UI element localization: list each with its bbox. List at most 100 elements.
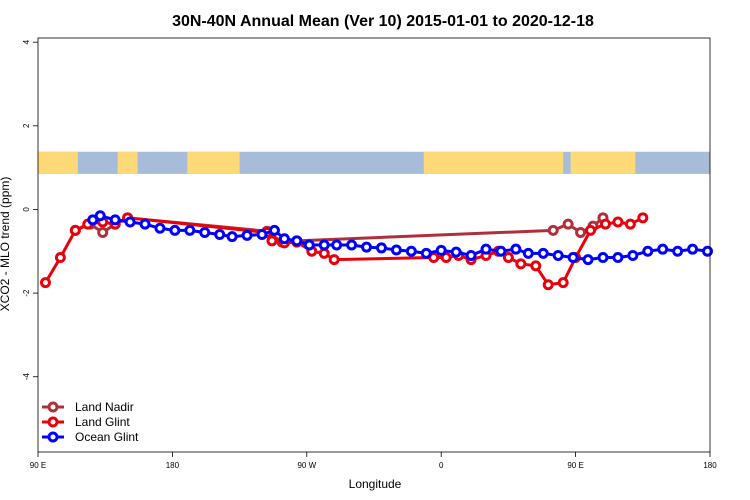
legend-marker: [47, 431, 59, 443]
data-point: [599, 218, 611, 230]
y-tick-label: 4: [22, 39, 31, 44]
data-point: [687, 243, 699, 255]
data-point: [612, 216, 624, 228]
data-point: [331, 239, 343, 251]
data-point: [291, 235, 303, 247]
series-ocean-glint: [87, 210, 714, 266]
data-point: [642, 245, 654, 257]
y-tick-label: 2: [22, 123, 31, 128]
data-point: [450, 246, 462, 258]
legend-item: Land Glint: [42, 415, 130, 429]
data-point: [522, 247, 534, 259]
data-point: [169, 224, 181, 236]
y-axis-label: XCO2 - MLO trend (ppm): [0, 177, 12, 312]
land-segment: [38, 151, 78, 174]
data-point: [97, 226, 109, 238]
x-tick-label: 180: [703, 461, 717, 470]
y-axis: -4 -2 0 2 4: [22, 39, 38, 380]
data-point: [39, 277, 51, 289]
x-tick-label: 0: [439, 461, 444, 470]
data-point: [214, 229, 226, 241]
data-point: [199, 226, 211, 238]
data-point: [502, 252, 514, 264]
legend-item: Ocean Glint: [42, 430, 139, 444]
data-point: [346, 239, 358, 251]
x-axis: 90 E 180 90 W 0 90 E 180: [30, 452, 717, 470]
land-segment: [423, 151, 564, 174]
data-point: [318, 239, 330, 251]
land-ocean-band: [38, 151, 710, 174]
data-point: [266, 235, 278, 247]
data-point: [440, 252, 452, 264]
data-point: [537, 247, 549, 259]
data-point: [69, 224, 81, 236]
legend-label: Land Glint: [75, 415, 130, 429]
legend-marker: [47, 401, 59, 413]
data-point: [637, 212, 649, 224]
data-point: [375, 242, 387, 254]
legend-item: Land Nadir: [42, 400, 134, 414]
data-point: [465, 249, 477, 261]
data-point: [328, 254, 340, 266]
legend-label: Ocean Glint: [75, 430, 139, 444]
data-point: [268, 224, 280, 236]
data-point: [702, 245, 714, 257]
data-point: [94, 210, 106, 222]
data-point: [139, 218, 151, 230]
chart-title: 30N-40N Annual Mean (Ver 10) 2015-01-01 …: [172, 13, 594, 30]
data-point: [567, 252, 579, 264]
data-point: [562, 218, 574, 230]
data-point: [241, 229, 253, 241]
data-point: [435, 244, 447, 256]
data-point: [184, 224, 196, 236]
legend-marker: [47, 416, 59, 428]
data-point: [575, 226, 587, 238]
x-tick-label: 90 W: [297, 461, 316, 470]
data-point: [278, 233, 290, 245]
plot-frame: [37, 37, 711, 453]
data-point: [515, 258, 527, 270]
land-segment: [187, 151, 240, 174]
data-point: [54, 252, 66, 264]
data-point: [495, 245, 507, 257]
data-point: [303, 239, 315, 251]
data-point: [597, 252, 609, 264]
data-point: [480, 243, 492, 255]
data-point: [585, 224, 597, 236]
x-tick-label: 180: [166, 461, 180, 470]
plot-area: [37, 37, 714, 453]
x-tick-label: 90 E: [30, 461, 46, 470]
data-point: [557, 277, 569, 289]
y-tick-label: -4: [22, 373, 31, 381]
data-point: [124, 216, 136, 228]
data-point: [109, 214, 121, 226]
data-point: [530, 260, 542, 272]
data-point: [361, 241, 373, 253]
data-point: [256, 229, 268, 241]
data-point: [612, 252, 624, 264]
series-layer: [39, 210, 714, 291]
data-point: [542, 279, 554, 291]
data-point: [672, 245, 684, 257]
y-tick-label: 0: [22, 207, 31, 212]
data-point: [552, 249, 564, 261]
data-point: [624, 218, 636, 230]
data-point: [582, 254, 594, 266]
data-point: [405, 245, 417, 257]
y-tick-label: -2: [22, 289, 31, 297]
data-point: [154, 222, 166, 234]
data-point: [627, 249, 639, 261]
data-point: [420, 247, 432, 259]
data-point: [657, 243, 669, 255]
data-point: [390, 244, 402, 256]
legend-label: Land Nadir: [75, 400, 134, 414]
x-axis-label: Longitude: [349, 477, 402, 491]
land-segment: [117, 151, 138, 174]
land-segment: [570, 151, 636, 174]
data-point: [510, 243, 522, 255]
x-tick-label: 90 E: [567, 461, 583, 470]
data-point: [547, 224, 559, 236]
data-point: [226, 231, 238, 243]
